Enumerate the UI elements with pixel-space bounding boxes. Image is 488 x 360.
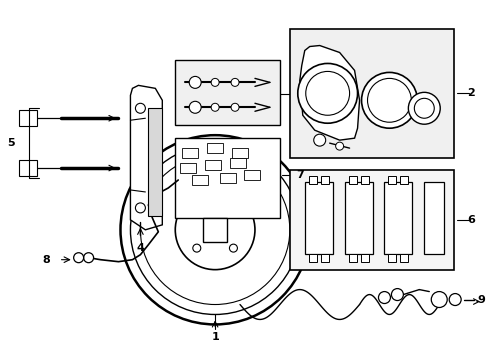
Bar [19, 160, 37, 176]
Circle shape [367, 78, 410, 122]
Circle shape [378, 292, 389, 303]
Bar [320, 176, 328, 184]
Circle shape [230, 78, 239, 86]
Circle shape [313, 134, 325, 146]
Bar [424, 182, 443, 254]
Circle shape [390, 289, 403, 301]
Polygon shape [130, 85, 162, 230]
Bar [205, 160, 221, 170]
Circle shape [120, 135, 309, 324]
Circle shape [430, 292, 447, 307]
Text: 4: 4 [136, 243, 144, 253]
Bar [175, 138, 279, 218]
Bar [348, 254, 356, 262]
Bar [19, 110, 37, 126]
Bar [360, 254, 368, 262]
Bar [148, 108, 162, 216]
Bar [175, 60, 279, 125]
Bar [400, 176, 407, 184]
Bar [192, 175, 208, 185]
Bar [289, 28, 453, 158]
Bar [387, 176, 396, 184]
Polygon shape [299, 45, 359, 140]
Circle shape [175, 190, 254, 270]
Circle shape [189, 101, 201, 113]
Bar [207, 143, 223, 153]
Circle shape [130, 145, 299, 315]
Bar [203, 218, 226, 242]
Text: 9: 9 [476, 294, 484, 305]
Circle shape [413, 98, 433, 118]
Bar [320, 254, 328, 262]
Text: 8: 8 [42, 255, 50, 265]
Bar [244, 170, 260, 180]
Text: 5: 5 [7, 138, 15, 148]
Circle shape [361, 72, 416, 128]
Bar [308, 176, 316, 184]
Bar [387, 254, 396, 262]
Circle shape [135, 203, 145, 213]
Bar [344, 182, 372, 254]
Bar [400, 254, 407, 262]
Circle shape [229, 244, 237, 252]
Circle shape [448, 293, 460, 306]
Circle shape [230, 103, 239, 111]
Circle shape [140, 155, 289, 305]
Circle shape [211, 78, 219, 86]
Bar [348, 176, 356, 184]
Bar [289, 170, 453, 270]
Circle shape [305, 71, 349, 115]
Bar [360, 176, 368, 184]
Bar [232, 148, 247, 158]
Bar [182, 148, 198, 158]
Circle shape [83, 253, 93, 263]
Circle shape [74, 253, 83, 263]
Circle shape [229, 207, 237, 216]
Text: 1: 1 [211, 332, 219, 342]
Text: 2: 2 [467, 88, 474, 98]
Text: 6: 6 [466, 215, 474, 225]
Text: 7: 7 [295, 170, 303, 180]
Circle shape [192, 207, 201, 216]
Bar [180, 163, 196, 173]
Bar [220, 173, 236, 183]
Circle shape [135, 103, 145, 113]
Circle shape [211, 103, 219, 111]
Text: 3: 3 [295, 89, 303, 99]
Bar [384, 182, 411, 254]
Circle shape [407, 92, 439, 124]
Circle shape [297, 63, 357, 123]
Bar [304, 182, 332, 254]
Circle shape [335, 142, 343, 150]
Bar [308, 254, 316, 262]
Circle shape [192, 244, 201, 252]
Bar [229, 158, 245, 168]
Circle shape [189, 76, 201, 88]
